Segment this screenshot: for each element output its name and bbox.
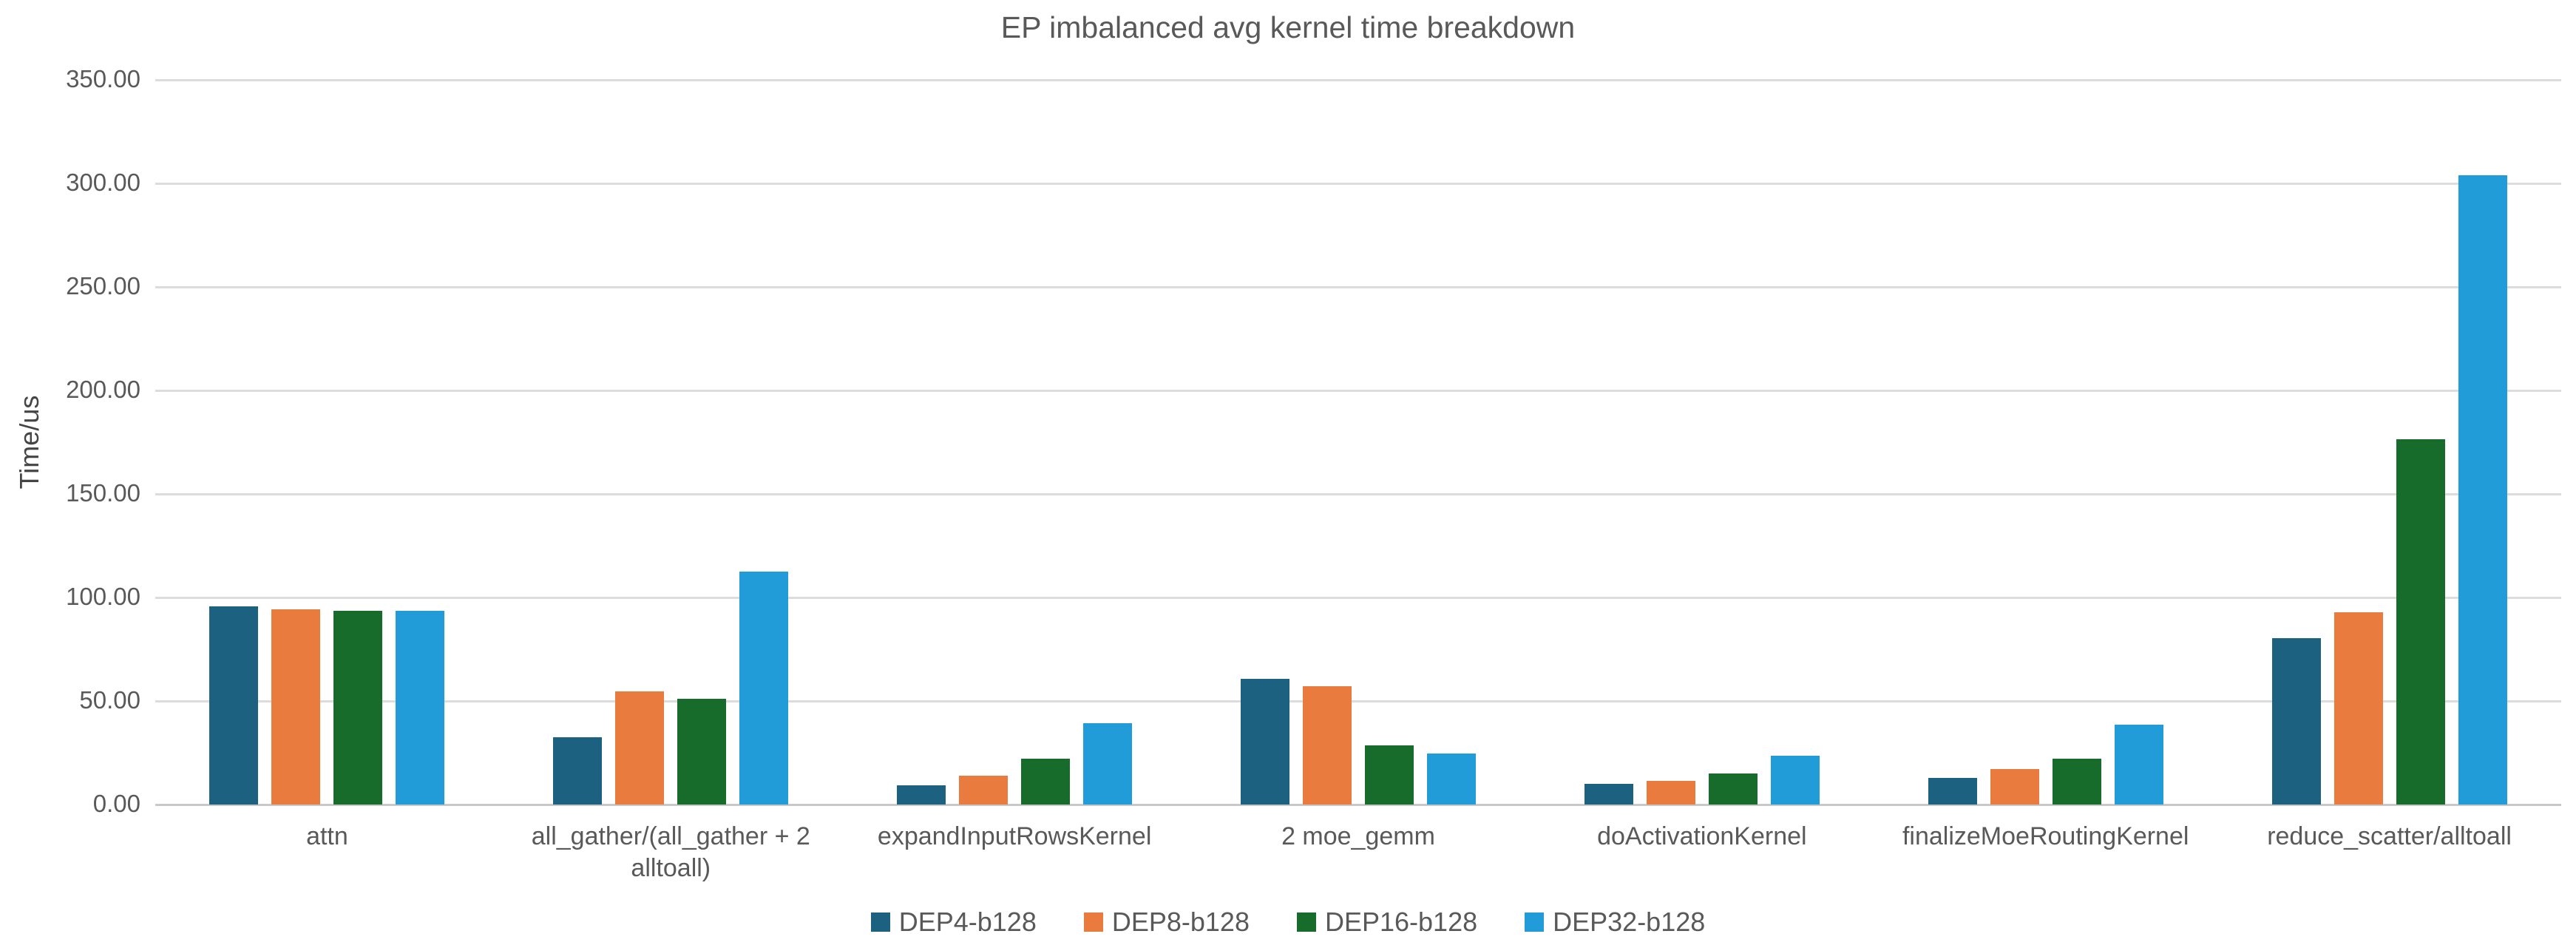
legend-swatch bbox=[1083, 913, 1103, 932]
plot-area bbox=[155, 79, 2561, 806]
bar bbox=[2052, 759, 2101, 805]
bar bbox=[1646, 781, 1695, 805]
x-axis-label: expandInputRowsKernel bbox=[877, 822, 1152, 850]
bar bbox=[1427, 754, 1476, 805]
legend-swatch bbox=[870, 913, 890, 932]
bar bbox=[1303, 686, 1352, 805]
gridline bbox=[155, 286, 2561, 288]
chart-title: EP imbalanced avg kernel time breakdown bbox=[1000, 10, 1576, 44]
bar bbox=[2271, 637, 2321, 805]
gridline bbox=[155, 597, 2561, 599]
y-tick-label: 100.00 bbox=[66, 583, 140, 610]
bar bbox=[1990, 768, 2039, 805]
x-axis-label: doActivationKernel bbox=[1597, 822, 1807, 850]
legend-label: DEP32-b128 bbox=[1553, 907, 1706, 937]
x-axis-label: all_gather/(all_gather + 2 alltoall) bbox=[531, 822, 810, 882]
legend-item: DEP4-b128 bbox=[870, 907, 1037, 938]
legend: DEP4-b128 DEP8-b128 DEP16-b128 DEP32-b128 bbox=[0, 907, 2576, 938]
y-tick-label: 250.00 bbox=[66, 272, 140, 299]
legend-label: DEP8-b128 bbox=[1111, 907, 1250, 937]
x-axis-label: attn bbox=[306, 822, 348, 850]
bar bbox=[1928, 777, 1977, 805]
legend-item: DEP32-b128 bbox=[1525, 907, 1705, 938]
bar bbox=[2114, 724, 2163, 805]
bar bbox=[1770, 755, 1820, 805]
bar bbox=[1083, 722, 1133, 805]
legend-item: DEP16-b128 bbox=[1296, 907, 1478, 938]
bar bbox=[2333, 612, 2383, 805]
y-tick-label: 300.00 bbox=[66, 169, 140, 196]
y-tick-label: 50.00 bbox=[79, 686, 140, 714]
gridline bbox=[155, 700, 2561, 702]
legend-label: DEP4-b128 bbox=[898, 907, 1037, 937]
legend-swatch bbox=[1525, 913, 1545, 932]
gridline bbox=[155, 804, 2561, 806]
y-tick-label: 200.00 bbox=[66, 376, 140, 403]
bar bbox=[553, 737, 603, 805]
bar bbox=[1708, 773, 1758, 805]
y-tick-label: 350.00 bbox=[66, 65, 140, 92]
legend-swatch bbox=[1296, 913, 1316, 932]
gridline bbox=[155, 493, 2561, 495]
x-axis-label: reduce_scatter/alltoall bbox=[2267, 822, 2512, 850]
bar bbox=[209, 606, 259, 805]
bar bbox=[677, 699, 727, 805]
x-axis-label: 2 moe_gemm bbox=[1281, 822, 1435, 850]
legend-label: DEP16-b128 bbox=[1324, 907, 1478, 937]
bar bbox=[897, 785, 946, 805]
bar bbox=[1241, 679, 1289, 805]
bar bbox=[333, 611, 383, 805]
bar bbox=[959, 776, 1009, 805]
bar bbox=[615, 691, 665, 805]
bar bbox=[396, 610, 445, 805]
bar bbox=[2396, 439, 2445, 805]
bar bbox=[271, 609, 321, 805]
x-axis-label: finalizeMoeRoutingKernel bbox=[1902, 822, 2189, 850]
gridline bbox=[155, 390, 2561, 392]
gridline bbox=[155, 183, 2561, 185]
bar bbox=[739, 572, 789, 805]
bar bbox=[1365, 745, 1414, 805]
bar bbox=[1021, 758, 1071, 805]
y-axis-title: Time/us bbox=[14, 395, 44, 490]
gridline bbox=[155, 79, 2561, 82]
bar bbox=[2458, 175, 2507, 805]
y-tick-label: 0.00 bbox=[92, 790, 140, 817]
bar bbox=[1584, 784, 1633, 805]
y-tick-label: 150.00 bbox=[66, 479, 140, 507]
legend-item: DEP8-b128 bbox=[1083, 907, 1250, 938]
